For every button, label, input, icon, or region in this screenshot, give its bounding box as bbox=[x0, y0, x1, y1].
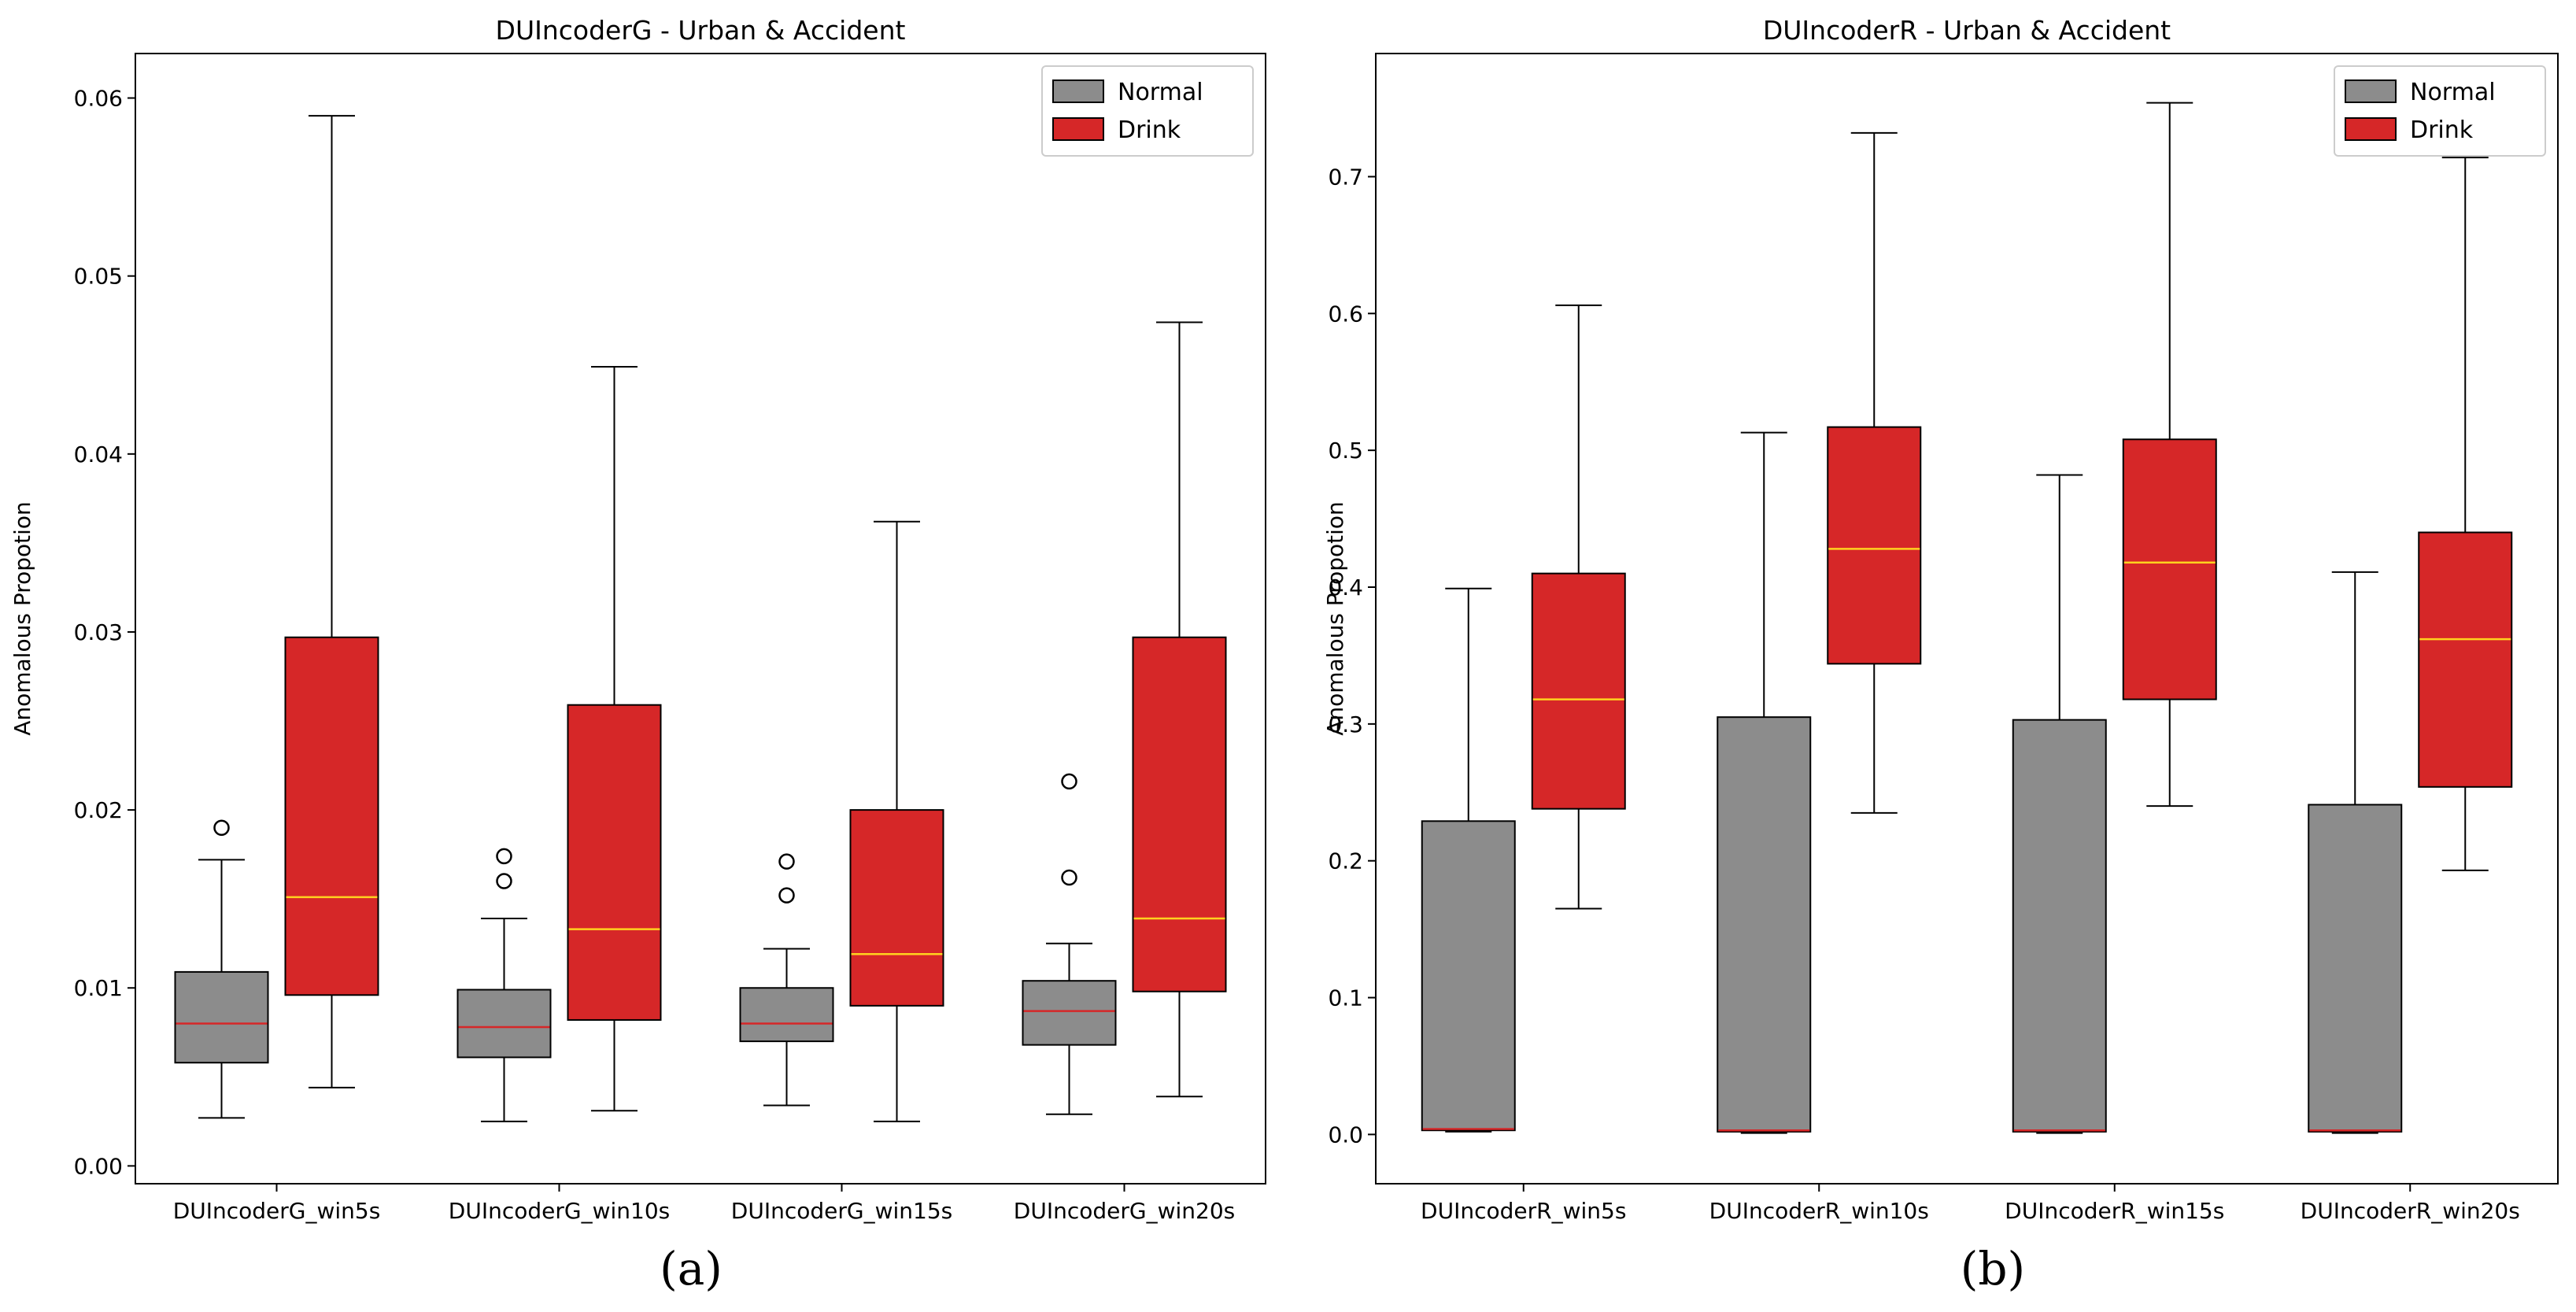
panel-a: DUIncoderG - Urban & Accident Anomalous P… bbox=[9, 15, 1266, 1224]
drink-box bbox=[2122, 438, 2217, 700]
y-tick-label: 0.05 bbox=[74, 264, 123, 290]
y-tick-label: 0.01 bbox=[74, 975, 123, 1001]
y-tick-label: 0.4 bbox=[1328, 575, 1363, 601]
y-tick-label: 0.3 bbox=[1328, 711, 1363, 737]
normal-outlier bbox=[778, 853, 795, 870]
y-tick-label: 0.06 bbox=[74, 86, 123, 112]
x-tick-label: DUIncoderR_win15s bbox=[2005, 1198, 2224, 1224]
y-tick-label: 0.2 bbox=[1328, 848, 1363, 874]
chart-title: DUIncoderG - Urban & Accident bbox=[496, 15, 906, 46]
normal-outlier bbox=[1061, 869, 1077, 886]
y-axis-label: Anomalous Propotion bbox=[1322, 501, 1348, 736]
legend-swatch-normal bbox=[1052, 79, 1104, 103]
normal-box bbox=[2308, 804, 2403, 1133]
y-axis-label: Anomalous Propotion bbox=[9, 501, 35, 736]
caption-b: (b) bbox=[1960, 1242, 2026, 1295]
drink-box bbox=[849, 809, 944, 1007]
y-tick-label: 0.00 bbox=[74, 1153, 123, 1179]
drink-box bbox=[284, 636, 379, 996]
normal-box bbox=[174, 970, 269, 1064]
x-tick-label: DUIncoderG_win10s bbox=[449, 1198, 670, 1224]
legend-label-normal: Normal bbox=[1118, 79, 1203, 106]
y-tick-label: 0.02 bbox=[74, 797, 123, 823]
y-tick-label: 0.5 bbox=[1328, 438, 1363, 464]
normal-box bbox=[739, 987, 834, 1043]
legend-swatch-drink bbox=[2345, 117, 2397, 141]
x-tick-label: DUIncoderG_win20s bbox=[1014, 1198, 1235, 1224]
legend: Normal Drink bbox=[2334, 65, 2546, 157]
axes-frame bbox=[1375, 53, 2559, 1184]
normal-outlier bbox=[1061, 773, 1077, 790]
y-tick-label: 0.7 bbox=[1328, 164, 1363, 190]
normal-box bbox=[1022, 980, 1117, 1046]
drink-box bbox=[1827, 426, 1922, 665]
x-tick-label: DUIncoderR_win10s bbox=[1709, 1198, 1929, 1224]
legend-label-drink: Drink bbox=[2410, 116, 2474, 144]
drink-box bbox=[1531, 572, 1626, 810]
drink-box bbox=[2418, 531, 2513, 788]
legend-label-normal: Normal bbox=[2410, 79, 2496, 106]
normal-box bbox=[456, 989, 552, 1059]
x-tick-label: DUIncoderG_win15s bbox=[731, 1198, 952, 1224]
caption-a: (a) bbox=[660, 1242, 723, 1295]
legend-label-drink: Drink bbox=[1118, 116, 1181, 144]
normal-outlier bbox=[213, 819, 230, 836]
x-tick-label: DUIncoderG_win5s bbox=[173, 1198, 381, 1224]
normal-outlier bbox=[496, 848, 512, 865]
panel-b: DUIncoderR - Urban & Accident Anomalous P… bbox=[1322, 15, 2559, 1224]
y-tick-label: 0.04 bbox=[74, 442, 123, 468]
x-tick-label: DUIncoderR_win20s bbox=[2301, 1198, 2520, 1224]
x-tick-label: DUIncoderR_win5s bbox=[1421, 1198, 1626, 1224]
drink-box bbox=[567, 704, 662, 1021]
normal-outlier bbox=[496, 873, 512, 889]
normal-outlier bbox=[778, 887, 795, 904]
drink-box bbox=[1132, 636, 1227, 992]
legend-swatch-normal bbox=[2345, 79, 2397, 103]
normal-box bbox=[2012, 719, 2107, 1133]
y-tick-label: 0.0 bbox=[1328, 1122, 1363, 1148]
legend: Normal Drink bbox=[1041, 65, 1254, 157]
chart-title: DUIncoderR - Urban & Accident bbox=[1763, 15, 2171, 46]
y-tick-label: 0.1 bbox=[1328, 985, 1363, 1011]
normal-box bbox=[1421, 820, 1516, 1132]
y-tick-label: 0.6 bbox=[1328, 301, 1363, 327]
axes-frame bbox=[135, 53, 1266, 1184]
legend-swatch-drink bbox=[1052, 117, 1104, 141]
normal-box bbox=[1717, 716, 1812, 1133]
y-tick-label: 0.03 bbox=[74, 619, 123, 645]
